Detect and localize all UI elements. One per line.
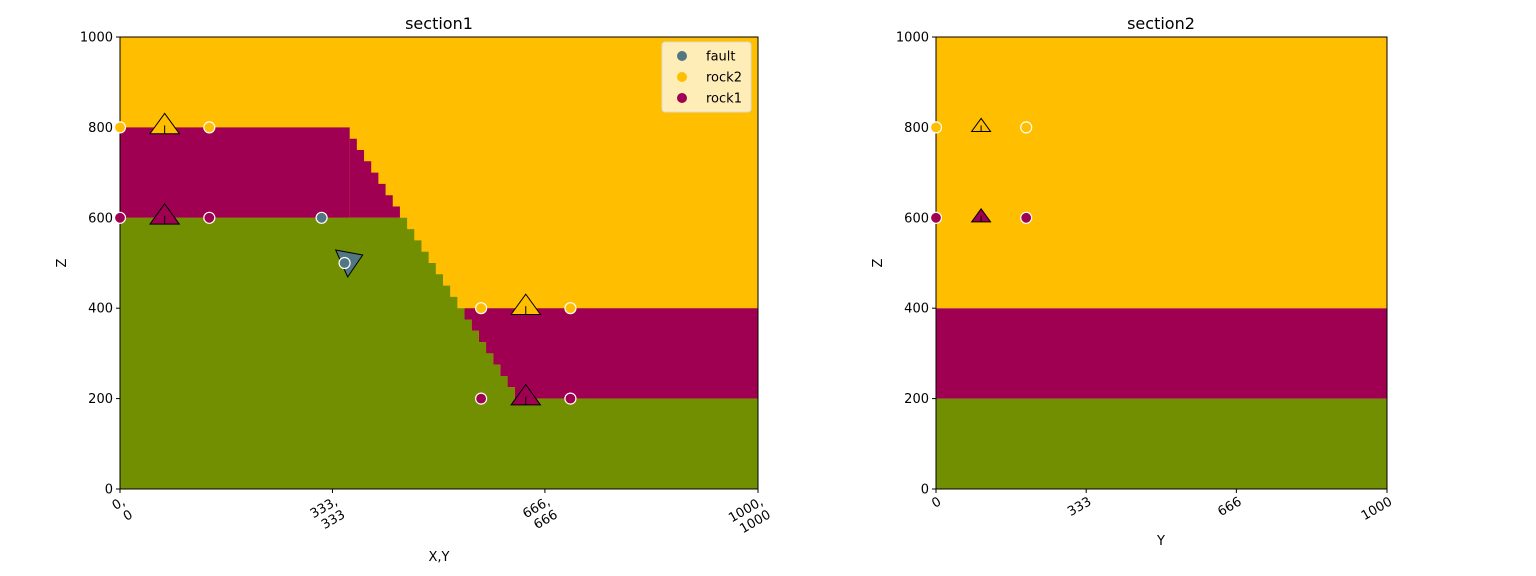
section2-layer-rock1 xyxy=(936,308,1387,399)
section1-surface-point-rock1 xyxy=(475,392,488,405)
section1-xtick-label: 0,0 xyxy=(110,494,136,526)
section2-xtick-label: 333 xyxy=(1065,494,1094,519)
section2-xtick-label: 0 xyxy=(929,494,944,511)
section1-xtick-label: 666,666 xyxy=(520,494,560,534)
section1-ylabel: Z xyxy=(55,258,70,267)
legend-label-fault: fault xyxy=(706,50,736,65)
section2-xlabel: Y xyxy=(1156,534,1165,549)
section1-xlabel: X,Y xyxy=(429,550,450,565)
section2-axes-frame xyxy=(935,36,1388,490)
section1-surface-point-fault xyxy=(338,256,351,270)
section2-xtick-label-line: 666 xyxy=(1215,494,1244,519)
section1-surface-point-rock1 xyxy=(113,211,127,224)
legend-label-rock2: rock2 xyxy=(706,71,742,86)
section2-ytick-label: 200 xyxy=(904,392,929,407)
section1-layer-basement xyxy=(120,217,758,490)
section2-layer-rock2 xyxy=(936,37,1387,309)
section2-surface-point-rock1 xyxy=(1020,211,1033,224)
section1-surface-point-rock2 xyxy=(203,121,216,134)
section1-ytick-label: 400 xyxy=(88,302,113,317)
section1-surface-point-rock1 xyxy=(564,392,577,405)
section2-ytick-label: 800 xyxy=(904,121,929,136)
section2-xtick-label: 1000 xyxy=(1359,494,1395,524)
section2-surface-point-rock1 xyxy=(929,211,943,224)
section2-lithology xyxy=(936,37,1387,489)
legend-marker-fault xyxy=(677,51,687,61)
section1-xtick-label: 1000,1000 xyxy=(726,494,773,539)
section2-ytick-label: 0 xyxy=(921,483,929,498)
section1-ytick-label: 600 xyxy=(88,211,113,226)
section2-data-marks xyxy=(929,117,1033,224)
section2-panel: section2 Y Z 0 200 400 600 800 1000 0 333 666 100… xyxy=(871,14,1395,549)
section2-surface-point-rock2 xyxy=(929,121,943,134)
section1-axes-frame xyxy=(119,36,759,490)
section2-ytick-label: 400 xyxy=(904,302,929,317)
section2-ylabel: Z xyxy=(871,258,886,267)
section2-ytick-label: 600 xyxy=(904,211,929,226)
section1-layer-rock1-left-wedge xyxy=(349,127,408,218)
legend-marker-rock1 xyxy=(677,93,687,103)
section1-ytick-label: 1000 xyxy=(80,31,113,46)
section1-surface-point-rock2 xyxy=(564,302,577,315)
section1-layer-rock1-left xyxy=(120,127,350,218)
section1-xtick-label-line: 0 xyxy=(121,507,136,524)
section1-surface-point-rock1 xyxy=(203,211,216,224)
section2-xtick-label-line: 0 xyxy=(929,494,944,511)
section2-ytick-label: 1000 xyxy=(896,31,929,46)
section1-surface-point-rock2 xyxy=(113,121,127,134)
section1-layer-rock1-right xyxy=(464,308,758,399)
section2-title: section2 xyxy=(1127,14,1195,33)
section2-surface-point-rock2 xyxy=(1020,121,1033,134)
section1-legend: fault rock2 rock1 xyxy=(661,41,752,113)
section1-surface-point-rock2 xyxy=(475,302,488,315)
section2-xtick-label-line: 1000 xyxy=(1359,494,1395,524)
section1-data-marks xyxy=(113,112,577,406)
section1-ytick-label: 200 xyxy=(88,392,113,407)
legend-marker-rock2 xyxy=(677,72,687,82)
section1-ytick-label: 0 xyxy=(105,483,113,498)
section2-xtick-label-line: 333 xyxy=(1065,494,1094,519)
section1-ytick-label: 800 xyxy=(88,121,113,136)
section2-xtick-label: 666 xyxy=(1215,494,1244,519)
section1-panel: section1 X,Y Z 0 200 400 600 800 1000 0,0 333,3… xyxy=(55,14,774,565)
legend-label-rock1: rock1 xyxy=(706,92,742,107)
section1-surface-point-fault xyxy=(315,211,328,224)
section1-xtick-label: 333,333 xyxy=(308,494,348,534)
section1-lithology xyxy=(120,37,758,490)
section2-layer-basement xyxy=(936,398,1387,489)
section1-title: section1 xyxy=(405,14,473,33)
